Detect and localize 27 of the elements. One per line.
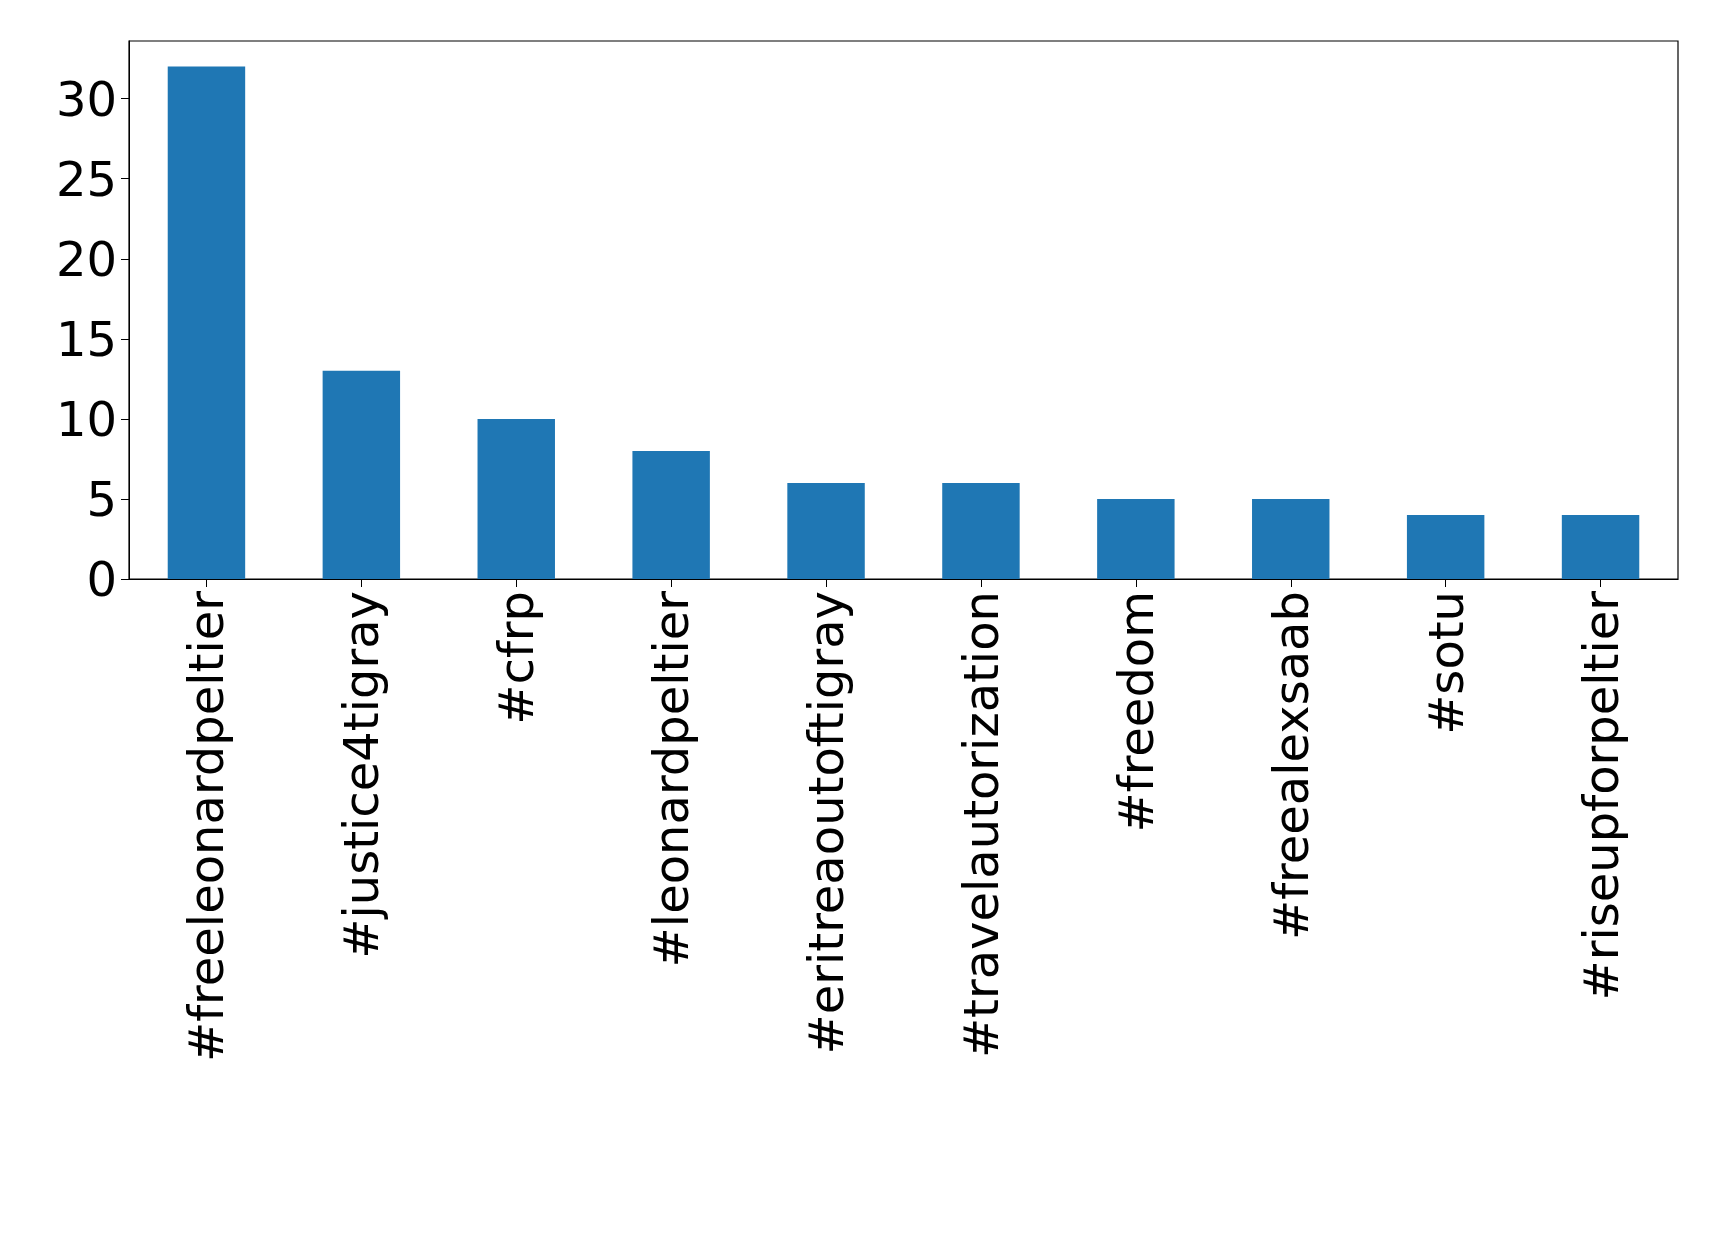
x-tick-label: #freeleonardpeltier xyxy=(178,590,235,1063)
x-tick-label: #leonardpeltier xyxy=(643,590,700,968)
y-tick-label: 0 xyxy=(86,551,117,607)
bar xyxy=(167,66,246,579)
y-tick-label: 15 xyxy=(55,310,117,367)
x-tick-label: #riseupforpeltier xyxy=(1572,590,1629,1001)
bar xyxy=(477,418,555,579)
x-tick-label: #travelautorization xyxy=(952,591,1009,1059)
bar xyxy=(1406,514,1485,579)
x-tick-label: #justice4tigray xyxy=(333,591,390,959)
x-tick-label: #freealexsaab xyxy=(1262,591,1319,941)
y-tick-label: 30 xyxy=(55,70,117,127)
bar xyxy=(1561,514,1640,579)
y-tick-label: 10 xyxy=(55,390,117,447)
bar xyxy=(632,450,710,579)
x-tick-label: #cfrp xyxy=(488,591,545,725)
y-tick-label: 25 xyxy=(55,150,117,207)
x-tick-label: #eritreaoutoftigray xyxy=(798,591,855,1055)
bar xyxy=(787,482,865,579)
y-tick-label: 20 xyxy=(55,230,117,287)
x-tick-label: #freedom xyxy=(1107,591,1164,833)
y-tick-label: 5 xyxy=(86,470,117,527)
x-tick-label: #sotu xyxy=(1417,591,1474,735)
bar xyxy=(942,482,1020,579)
bar xyxy=(1252,498,1330,579)
bar xyxy=(322,370,401,579)
bar xyxy=(1097,498,1175,579)
